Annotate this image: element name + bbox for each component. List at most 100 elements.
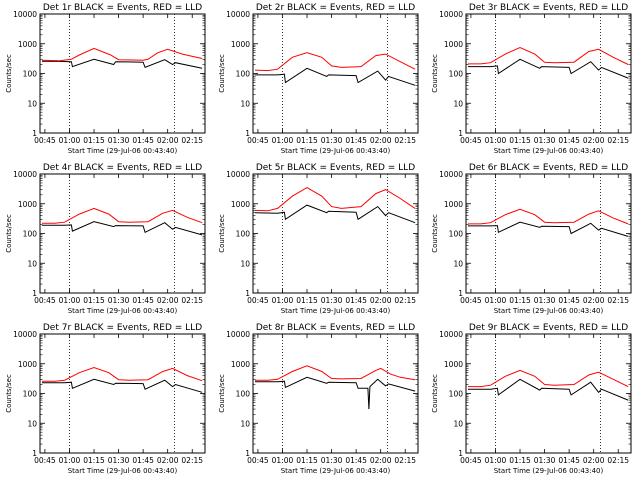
x-tick-label: 01:30 — [534, 296, 556, 305]
x-axis-label: Start Time (29-Jul-06 00:43:40) — [494, 467, 604, 475]
y-tick-label: 10 — [453, 99, 463, 108]
events-series-line — [255, 376, 416, 410]
events-series-line — [255, 67, 416, 86]
x-tick-label: 02:00 — [370, 136, 392, 145]
x-tick-label: 01:30 — [108, 456, 130, 465]
y-tick-label: 100 — [23, 390, 38, 399]
x-tick-label: 02:00 — [157, 296, 179, 305]
y-tick-label: 10000 — [226, 330, 250, 339]
y-tick-label: 1 — [458, 129, 463, 138]
detector-panel-7: Det 7r BLACK = Events, RED = LLD 1 10 100 10… — [0, 320, 213, 480]
y-tick-label: 10000 — [439, 330, 463, 339]
y-tick-label: 100 — [23, 230, 38, 239]
y-axis-label: Counts/sec — [431, 214, 439, 253]
detector-panel-4: Det 4r BLACK = Events, RED = LLD 1 10 100 10… — [0, 160, 213, 320]
panel-title: Det 8r BLACK = Events, RED = LLD — [256, 323, 415, 333]
x-tick-label: 01:00 — [272, 456, 294, 465]
events-series-line — [42, 221, 203, 236]
y-tick-label: 10000 — [226, 10, 250, 19]
x-tick-label: 01:00 — [59, 456, 81, 465]
panel-title: Det 9r BLACK = Events, RED = LLD — [469, 323, 628, 333]
lld-series-line — [42, 366, 203, 382]
detector-panel-2: Det 2r BLACK = Events, RED = LLD 1 10 100 10… — [213, 0, 426, 160]
x-tick-label: 02:00 — [370, 296, 392, 305]
events-series-line — [468, 221, 629, 237]
x-tick-label: 02:15 — [181, 136, 203, 145]
x-tick-label: 02:15 — [607, 136, 629, 145]
x-tick-label: 01:00 — [59, 296, 81, 305]
detector-panel-5: Det 5r BLACK = Events, RED = LLD 1 10 100 10… — [213, 160, 426, 320]
lld-series-line — [254, 52, 416, 72]
x-tick-label: 02:00 — [370, 456, 392, 465]
x-tick-label: 00:45 — [34, 296, 56, 305]
panel-title: Det 1r BLACK = Events, RED = LLD — [43, 3, 202, 13]
x-tick-label: 00:45 — [34, 136, 56, 145]
chart-svg: Det 1r BLACK = Events, RED = LLD 1 10 100 10… — [5, 3, 206, 155]
plot-frame — [252, 333, 419, 454]
chart-svg: Det 8r BLACK = Events, RED = LLD 1 10 100 10… — [218, 323, 419, 475]
x-axis-label: Start Time (29-Jul-06 00:43:40) — [281, 147, 391, 155]
x-tick-label: 01:30 — [321, 456, 343, 465]
y-axis-label: Counts/sec — [218, 374, 226, 413]
panel-title: Det 3r BLACK = Events, RED = LLD — [469, 3, 628, 13]
x-tick-label: 01:15 — [83, 456, 105, 465]
chart-svg: Det 7r BLACK = Events, RED = LLD 1 10 100 10… — [5, 323, 206, 475]
y-tick-label: 10000 — [13, 330, 37, 339]
panel-title: Det 4r BLACK = Events, RED = LLD — [43, 163, 202, 173]
y-tick-label: 100 — [236, 230, 251, 239]
y-tick-label: 1 — [245, 289, 250, 298]
detector-panel-9: Det 9r BLACK = Events, RED = LLD 1 10 100 10… — [426, 320, 639, 480]
x-axis-label: Start Time (29-Jul-06 00:43:40) — [281, 467, 391, 475]
plot-frame — [465, 173, 632, 294]
x-tick-label: 01:30 — [534, 456, 556, 465]
x-tick-label: 00:45 — [247, 136, 269, 145]
x-tick-label: 01:45 — [345, 456, 367, 465]
x-axis-label: Start Time (29-Jul-06 00:43:40) — [68, 147, 178, 155]
lld-series-line — [41, 47, 203, 62]
lld-series-line — [255, 365, 416, 381]
x-tick-label: 01:45 — [558, 296, 580, 305]
x-tick-label: 01:30 — [321, 136, 343, 145]
plot-frame — [465, 333, 632, 454]
panel-title: Det 6r BLACK = Events, RED = LLD — [469, 163, 628, 173]
detector-panel-8: Det 8r BLACK = Events, RED = LLD 1 10 100 10… — [213, 320, 426, 480]
x-tick-label: 02:15 — [607, 456, 629, 465]
x-tick-label: 01:45 — [132, 136, 154, 145]
y-axis-label: Counts/sec — [431, 54, 439, 93]
lld-series-line — [42, 207, 203, 224]
y-tick-label: 100 — [236, 70, 251, 79]
events-series-line — [42, 378, 203, 393]
y-tick-label: 1000 — [231, 40, 250, 49]
y-tick-label: 1000 — [231, 360, 250, 369]
x-axis-label: Start Time (29-Jul-06 00:43:40) — [68, 467, 178, 475]
y-tick-label: 10 — [453, 259, 463, 268]
x-tick-label: 00:45 — [460, 456, 482, 465]
y-tick-label: 100 — [23, 70, 38, 79]
y-tick-label: 1 — [458, 289, 463, 298]
plot-frame — [39, 13, 206, 134]
x-tick-label: 02:00 — [583, 136, 605, 145]
y-axis-label: Counts/sec — [218, 54, 226, 93]
y-tick-label: 1 — [32, 449, 37, 458]
panel-title: Det 5r BLACK = Events, RED = LLD — [256, 163, 415, 173]
x-axis-label: Start Time (29-Jul-06 00:43:40) — [494, 307, 604, 315]
x-tick-label: 01:15 — [296, 456, 318, 465]
x-tick-label: 01:30 — [108, 296, 130, 305]
y-tick-label: 1000 — [18, 200, 37, 209]
plot-frame — [39, 173, 206, 294]
y-tick-label: 1 — [32, 289, 37, 298]
lld-series-line — [468, 46, 629, 65]
x-tick-label: 01:00 — [272, 136, 294, 145]
y-tick-label: 10 — [27, 99, 37, 108]
chart-svg: Det 9r BLACK = Events, RED = LLD 1 10 100 10… — [431, 323, 632, 475]
chart-svg: Det 4r BLACK = Events, RED = LLD 1 10 100 10… — [5, 163, 206, 315]
x-tick-label: 02:15 — [181, 456, 203, 465]
y-tick-label: 100 — [449, 390, 464, 399]
x-tick-label: 01:15 — [509, 456, 531, 465]
y-tick-label: 1000 — [444, 40, 463, 49]
y-tick-label: 100 — [449, 70, 464, 79]
y-tick-label: 1 — [245, 449, 250, 458]
x-axis-label: Start Time (29-Jul-06 00:43:40) — [494, 147, 604, 155]
x-tick-label: 01:00 — [59, 136, 81, 145]
